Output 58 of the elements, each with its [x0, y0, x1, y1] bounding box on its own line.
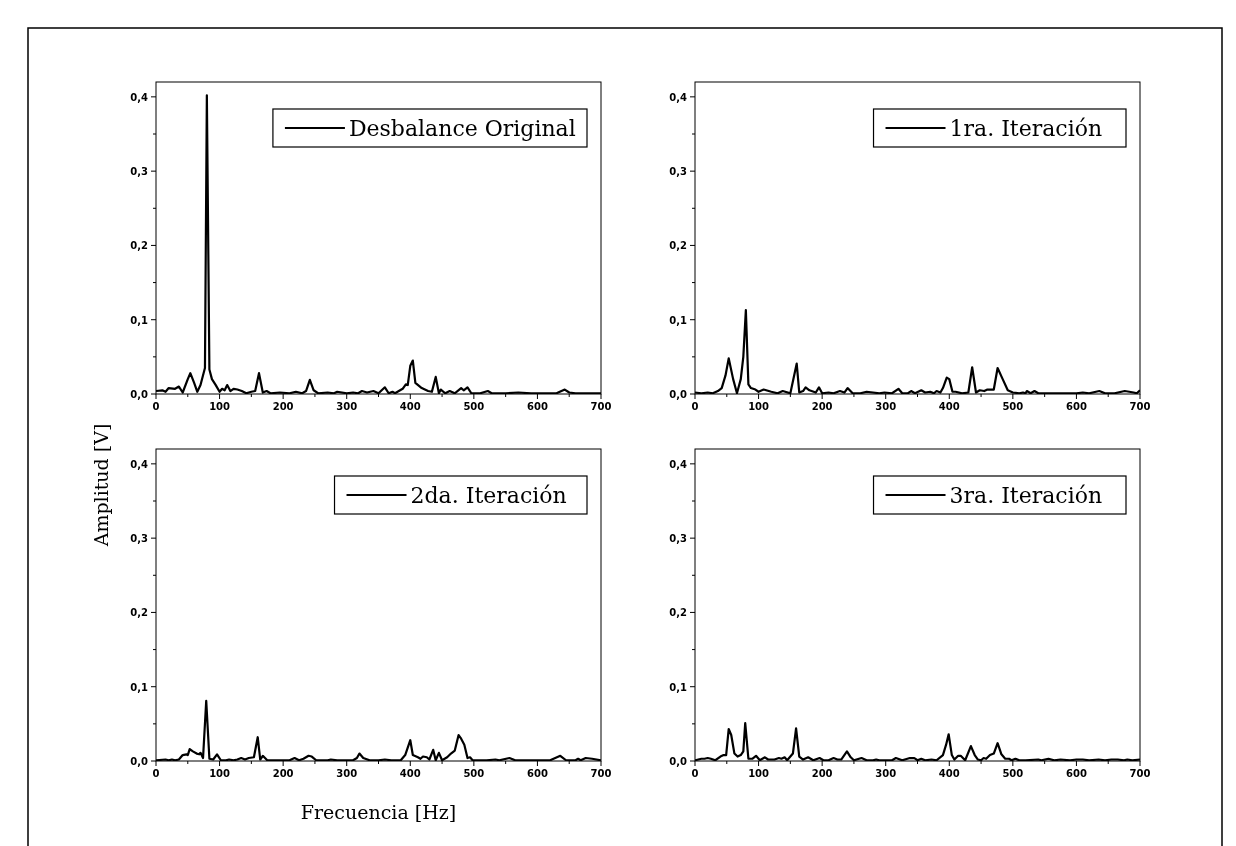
x-tick-label: 700 — [1129, 768, 1151, 779]
x-tick-label: 200 — [272, 768, 294, 779]
x-tick-label: 700 — [590, 401, 612, 412]
x-tick-label: 100 — [209, 401, 231, 412]
x-tick-label: 600 — [526, 768, 548, 779]
y-tick-label: 0,2 — [130, 240, 149, 252]
x-tick-label: 500 — [1002, 768, 1024, 779]
legend-label: Desbalance Original — [348, 116, 576, 141]
x-tick-label: 200 — [811, 401, 833, 412]
x-tick-label: 700 — [590, 768, 612, 779]
x-tick-label: 400 — [399, 401, 421, 412]
x-tick-label: 100 — [209, 768, 231, 779]
x-axis-title: Frecuencia [Hz] — [300, 801, 457, 823]
x-tick-label: 200 — [272, 401, 294, 412]
x-tick-label: 200 — [811, 768, 833, 779]
x-tick-label: 600 — [1065, 401, 1087, 412]
x-tick-label: 400 — [938, 768, 960, 779]
x-tick-label: 700 — [1129, 401, 1151, 412]
y-tick-label: 0,4 — [130, 458, 149, 470]
y-tick-label: 0,0 — [130, 756, 149, 767]
x-tick-label: 300 — [875, 401, 897, 412]
legend-label: 3ra. Iteración — [949, 483, 1103, 508]
y-tick-label: 0,3 — [669, 533, 688, 545]
x-tick-label: 500 — [463, 401, 485, 412]
y-tick-label: 0,1 — [669, 681, 688, 693]
x-tick-label: 300 — [336, 401, 358, 412]
y-tick-label: 0,3 — [130, 533, 149, 545]
x-tick-label: 400 — [399, 768, 421, 779]
y-tick-label: 0,1 — [130, 681, 149, 693]
legend-label: 1ra. Iteración — [949, 116, 1103, 141]
x-tick-label: 600 — [526, 401, 548, 412]
y-tick-label: 0,1 — [669, 314, 688, 326]
y-tick-label: 0,3 — [669, 166, 688, 178]
y-tick-label: 0,0 — [669, 756, 688, 767]
x-tick-label: 300 — [875, 768, 897, 779]
y-tick-label: 0,4 — [669, 91, 688, 103]
x-tick-label: 300 — [336, 768, 358, 779]
y-tick-label: 0,2 — [669, 607, 688, 619]
x-tick-label: 0 — [691, 768, 699, 779]
y-tick-label: 0,3 — [130, 166, 149, 178]
y-tick-label: 0,1 — [130, 314, 149, 326]
y-axis-title: Amplitud [V] — [90, 423, 112, 548]
x-tick-label: 400 — [938, 401, 960, 412]
y-tick-label: 0,2 — [669, 240, 688, 252]
y-tick-label: 0,4 — [669, 458, 688, 470]
x-tick-label: 0 — [691, 401, 699, 412]
y-tick-label: 0,2 — [130, 607, 149, 619]
y-tick-label: 0,0 — [669, 389, 688, 400]
y-tick-label: 0,0 — [130, 389, 149, 400]
y-tick-label: 0,4 — [130, 91, 149, 103]
x-tick-label: 600 — [1065, 768, 1087, 779]
x-tick-label: 0 — [152, 768, 160, 779]
x-tick-label: 500 — [463, 768, 485, 779]
x-tick-label: 0 — [152, 401, 160, 412]
legend-label: 2da. Iteración — [410, 483, 567, 508]
x-tick-label: 100 — [748, 768, 770, 779]
x-tick-label: 100 — [748, 401, 770, 412]
x-tick-label: 500 — [1002, 401, 1024, 412]
